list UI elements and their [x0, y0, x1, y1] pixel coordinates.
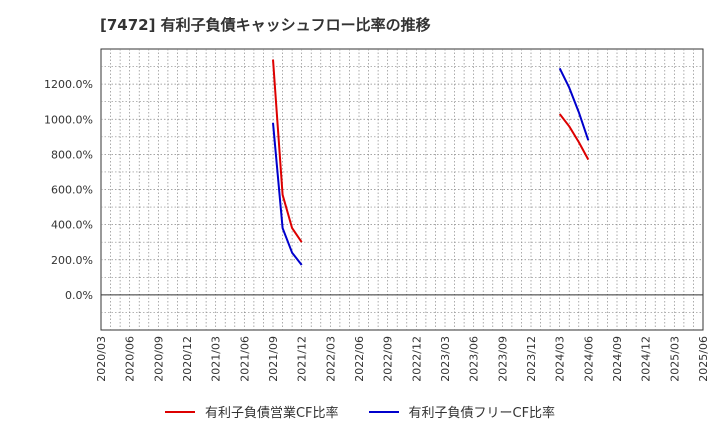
- x-tick-label: 2022/06: [353, 336, 366, 382]
- y-tick-label: 600.0%: [51, 184, 93, 197]
- x-tick-label: 2023/09: [496, 336, 509, 382]
- legend-swatch-operating-cf: [164, 410, 195, 413]
- legend-label-operating-cf: 有利子負債営業CF比率: [204, 406, 339, 421]
- x-tick-label: 2021/09: [267, 336, 280, 382]
- x-tick-label: 2020/09: [152, 336, 165, 382]
- x-tick-label: 2024/03: [554, 336, 567, 382]
- y-tick-label: 1000.0%: [44, 113, 93, 126]
- legend-label-free-cf: 有利子負債フリーCF比率: [408, 406, 556, 421]
- y-tick-label: 0.0%: [65, 289, 93, 302]
- x-tick-label: 2023/03: [439, 336, 452, 382]
- legend: 有利子負債営業CF比率 有利子負債フリーCF比率: [0, 402, 720, 421]
- x-tick-label: 2024/12: [640, 336, 653, 382]
- x-tick-label: 2022/03: [324, 336, 337, 382]
- y-tick-label: 1200.0%: [44, 78, 93, 91]
- x-tick-label: 2022/09: [382, 336, 395, 382]
- x-tick-label: 2022/12: [410, 336, 423, 382]
- y-tick-label: 800.0%: [51, 148, 93, 161]
- series-line-0: [272, 59, 303, 243]
- x-tick-label: 2024/06: [582, 336, 595, 382]
- x-tick-label: 2025/03: [668, 336, 681, 382]
- x-tick-label: 2025/06: [697, 336, 710, 382]
- x-tick-label: 2021/03: [210, 336, 223, 382]
- x-tick-label: 2020/06: [124, 336, 137, 382]
- x-tick-label: 2023/12: [525, 336, 538, 382]
- x-tick-label: 2023/06: [468, 336, 481, 382]
- chart-area: 0.0% 200.0% 400.0% 600.0% 800.0% 1000.0% 1200.…: [44, 48, 710, 382]
- legend-item-free-cf: 有利子負債フリーCF比率: [368, 402, 556, 421]
- x-tick-label: 2020/03: [95, 336, 108, 382]
- series-line-1: [272, 122, 303, 266]
- chart-title: [7472] 有利子負債キャッシュフロー比率の推移: [100, 16, 431, 34]
- x-tick-label: 2021/06: [238, 336, 251, 382]
- series-line-0: [558, 113, 590, 161]
- legend-swatch-free-cf: [368, 410, 399, 413]
- x-tick-label: 2020/12: [181, 336, 194, 382]
- y-tick-label: 400.0%: [51, 219, 93, 232]
- x-tick-label: 2024/09: [611, 336, 624, 382]
- y-tick-label: 200.0%: [51, 254, 93, 267]
- series-line-1: [558, 67, 590, 141]
- x-tick-label: 2021/12: [296, 336, 309, 382]
- legend-item-operating-cf: 有利子負債営業CF比率: [164, 402, 339, 421]
